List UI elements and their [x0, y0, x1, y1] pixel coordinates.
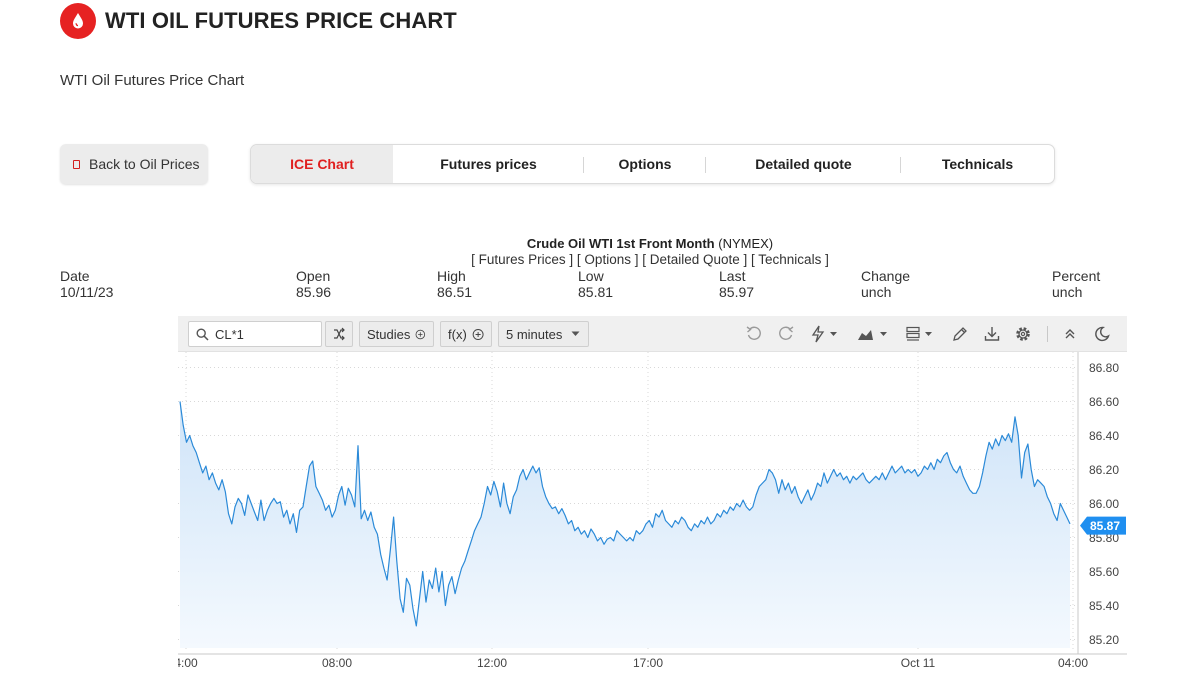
oil-drop-icon — [60, 3, 96, 39]
y-tick-label: 86.00 — [1089, 497, 1119, 511]
stat-value: 85.97 — [719, 284, 755, 300]
symbol-search-input[interactable]: CL*1 — [188, 321, 322, 347]
chart-tabs: ICE Chart Futures prices Options Detaile… — [250, 144, 1055, 184]
studies-label: Studies — [367, 326, 411, 342]
x-tick-label: 04:00 — [1058, 656, 1088, 670]
quote-links[interactable]: [ Futures Prices ] [ Options ] [ Detaile… — [471, 252, 829, 267]
y-tick-label: 86.80 — [1089, 361, 1119, 375]
instrument-name: Crude Oil WTI 1st Front Month — [526, 236, 715, 251]
tab-detailed-quote[interactable]: Detailed quote — [706, 145, 901, 183]
download-icon[interactable] — [982, 324, 1002, 344]
chart-toolbar: CL*1 Studies f(x) 5 minutes — [178, 316, 1127, 352]
exchange-name: (NYMEX) — [718, 236, 774, 251]
plus-circle-icon — [472, 328, 484, 340]
stat-date: Date 10/11/23 — [60, 268, 113, 300]
tab-options[interactable]: Options — [584, 145, 706, 183]
stat-value: 85.81 — [578, 284, 614, 300]
y-tick-label: 85.20 — [1089, 633, 1119, 647]
stat-percent: Percent unch — [1052, 268, 1100, 300]
chart-type-icon[interactable] — [856, 324, 890, 344]
x-tick-label: 12:00 — [477, 656, 507, 670]
stat-last: Last 85.97 — [719, 268, 754, 300]
stat-label: Date — [60, 268, 90, 284]
y-tick-label: 86.20 — [1089, 463, 1119, 477]
price-area — [180, 401, 1070, 648]
toolbar-divider — [1047, 326, 1048, 342]
dark-mode-icon[interactable] — [1092, 324, 1112, 344]
studies-button[interactable]: Studies — [359, 321, 434, 347]
x-tick-label: 08:00 — [322, 656, 352, 670]
stat-label: Last — [719, 268, 746, 284]
last-price-label: 85.87 — [1090, 519, 1120, 533]
page-subtitle: WTI Oil Futures Price Chart — [60, 72, 245, 89]
tab-technicals[interactable]: Technicals — [941, 156, 1014, 172]
symbol-value: CL*1 — [215, 326, 244, 342]
stat-low: Low 85.81 — [578, 268, 613, 300]
y-tick-label: 85.60 — [1089, 565, 1119, 579]
y-tick-label: 86.60 — [1089, 395, 1119, 409]
price-line — [179, 401, 1071, 627]
draw-icon[interactable] — [950, 324, 970, 344]
stat-label: Low — [578, 268, 604, 284]
redo-icon[interactable] — [776, 324, 796, 344]
stat-high: High 86.51 — [437, 268, 472, 300]
stat-value: 10/11/23 — [60, 284, 114, 300]
back-icon — [73, 159, 80, 169]
back-to-oil-prices-button[interactable]: Back to Oil Prices — [60, 144, 208, 184]
stat-change: Change unch — [861, 268, 910, 300]
stat-label: Open — [296, 268, 331, 284]
last-price-marker — [1080, 516, 1126, 535]
quote-title: Crude Oil WTI 1st Front Month (NYMEX) — [450, 236, 850, 251]
stat-value: unch — [1052, 284, 1083, 300]
settings-icon[interactable] — [1013, 324, 1033, 344]
functions-button[interactable]: f(x) — [440, 321, 492, 347]
price-chart: CL*1 Studies f(x) 5 minutes — [178, 316, 1127, 675]
layout-icon[interactable] — [904, 324, 938, 344]
stat-label: High — [437, 268, 466, 284]
stat-label: Percent — [1052, 268, 1101, 284]
x-tick-label: Oct 11 — [901, 656, 936, 670]
chevron-down-icon — [571, 331, 580, 336]
page-title: WTI OIL FUTURES PRICE CHART — [105, 8, 457, 33]
x-tick-label: 4:00 — [178, 656, 198, 670]
compare-icon[interactable] — [325, 321, 353, 347]
page-header: WTI OIL FUTURES PRICE CHART — [60, 2, 457, 40]
y-tick-label: 85.40 — [1089, 599, 1119, 613]
stat-value: 85.96 — [296, 284, 332, 300]
stat-label: Change — [861, 268, 911, 284]
price-plot-area[interactable]: 86.8086.6086.4086.2086.0085.8085.6085.40… — [178, 352, 1127, 675]
y-tick-label: 86.40 — [1089, 429, 1119, 443]
stat-value: 86.51 — [437, 284, 473, 300]
x-tick-label: 17:00 — [633, 656, 663, 670]
tab-ice-chart[interactable]: ICE Chart — [251, 145, 393, 183]
back-button-label: Back to Oil Prices — [89, 156, 200, 172]
interval-select[interactable]: 5 minutes — [498, 321, 589, 347]
search-icon — [196, 327, 209, 341]
plus-circle-icon — [415, 329, 426, 339]
collapse-icon[interactable] — [1060, 324, 1080, 344]
flash-icon[interactable] — [810, 324, 840, 344]
tab-futures-prices[interactable]: Futures prices — [393, 145, 584, 183]
stat-value: unch — [861, 284, 892, 300]
undo-icon[interactable] — [744, 324, 764, 344]
functions-label: f(x) — [448, 326, 467, 342]
interval-value: 5 minutes — [506, 326, 563, 342]
stat-open: Open 85.96 — [296, 268, 331, 300]
